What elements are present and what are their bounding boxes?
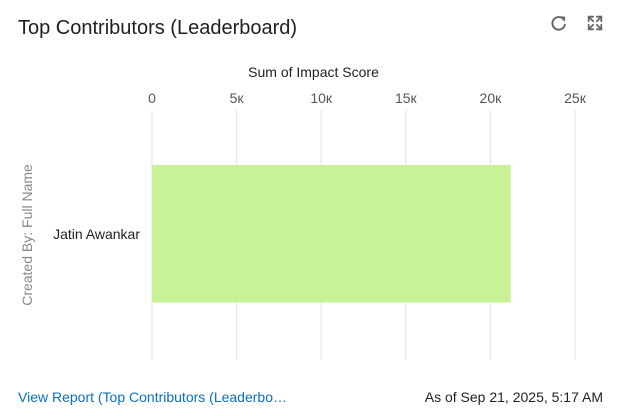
card-title: Top Contributors (Leaderboard)	[18, 17, 298, 39]
bar-chart: Sum of Impact Score 0 5к 10к 15к 20к 25к Jatin …	[19, 64, 587, 360]
as-of-timestamp: As of Sep 21, 2025, 5:17 AM	[424, 389, 603, 405]
card-toolbar	[548, 12, 606, 34]
bar	[152, 165, 511, 303]
x-tick-label: 25к	[564, 90, 587, 106]
view-report-link[interactable]: View Report (Top Contributors (Leaderbo…	[18, 389, 287, 405]
expand-icon[interactable]	[584, 12, 606, 34]
refresh-icon[interactable]	[548, 12, 570, 34]
x-tick-label: 15к	[395, 90, 418, 106]
x-tick-label: 20к	[480, 90, 503, 106]
x-axis-title: Sum of Impact Score	[248, 64, 379, 80]
x-tick-label: 10к	[310, 90, 333, 106]
x-tick-label: 0	[148, 90, 156, 106]
category-label: Jatin Awankar	[53, 226, 140, 242]
x-tick-label: 5к	[230, 90, 245, 106]
y-axis-title: Created By: Full Name	[19, 164, 35, 306]
